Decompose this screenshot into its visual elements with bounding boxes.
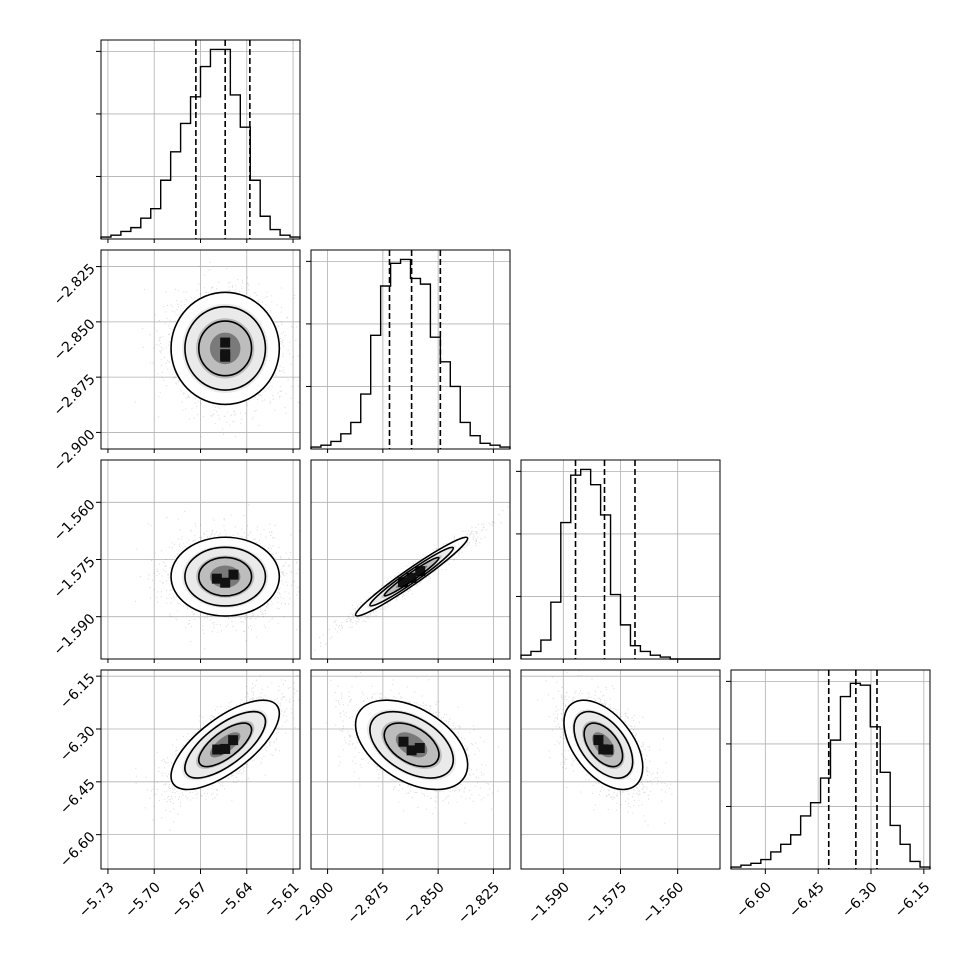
pair-panel-2-1 — [310, 459, 511, 660]
contour-line-1 — [184, 710, 267, 779]
contour-line-0 — [354, 536, 469, 617]
contour-line-0 — [354, 699, 469, 791]
histogram-2 — [520, 468, 720, 660]
pair-content — [134, 261, 300, 438]
histogram-0 — [100, 48, 301, 239]
density-core — [406, 745, 417, 756]
density-core — [414, 742, 425, 753]
contour-line-2 — [198, 556, 253, 597]
panel-frame — [730, 669, 931, 870]
density-core — [415, 566, 426, 577]
histogram-3 — [730, 682, 931, 869]
density-core — [212, 744, 223, 755]
density-core — [228, 735, 239, 746]
density-core — [211, 573, 222, 584]
x-tick-label: −2.850 — [400, 879, 448, 927]
pair-panel-3-1 — [310, 669, 511, 870]
contour-line-1 — [369, 546, 455, 607]
contour-line-2 — [383, 556, 440, 597]
contour-line-1 — [184, 305, 267, 391]
contour-line-0 — [170, 536, 281, 617]
y-tick-label: −6.15 — [57, 671, 99, 713]
panel-frame — [310, 669, 511, 870]
x-tick-label: −2.875 — [345, 879, 393, 927]
contour-line-0 — [170, 699, 281, 791]
y-tick-label: −2.825 — [51, 261, 99, 309]
hist-panel-3 — [726, 669, 931, 870]
density-core — [228, 569, 239, 580]
hist-panel-0 — [96, 39, 301, 240]
x-tick-label: −5.64 — [215, 879, 257, 921]
x-tick-label: −5.70 — [122, 879, 164, 921]
contour-line-2 — [198, 320, 253, 377]
x-tick-label: −6.60 — [733, 879, 775, 921]
y-tick-label: −2.875 — [51, 371, 99, 419]
contour-line-1 — [369, 710, 455, 779]
contour-line-2 — [198, 722, 253, 768]
pair-content — [135, 504, 300, 650]
pair-panel-3-2 — [520, 669, 721, 870]
pair-panel-1-0 — [100, 249, 301, 450]
contour-line-1 — [184, 546, 267, 607]
y-tick-label: −1.590 — [51, 611, 99, 659]
density-core — [220, 577, 231, 588]
x-tick-label: −6.30 — [839, 879, 881, 921]
x-tick-label: −1.590 — [525, 879, 573, 927]
y-tick-label: −6.60 — [57, 829, 99, 871]
x-tick-label: −2.825 — [455, 879, 503, 927]
y-tick-label: −6.45 — [57, 776, 99, 818]
x-tick-label: −5.67 — [168, 879, 210, 921]
histogram-1 — [310, 258, 511, 449]
contour-line-0 — [170, 291, 281, 406]
pair-content — [537, 670, 673, 826]
x-tick-label: −1.575 — [582, 879, 630, 927]
x-tick-label: −5.73 — [76, 879, 118, 921]
y-tick-label: −6.30 — [57, 723, 99, 765]
hist-panel-1 — [306, 249, 511, 450]
density-core — [406, 572, 417, 583]
contour-line-2 — [383, 722, 440, 768]
panel-frame — [310, 249, 511, 450]
density-core — [220, 743, 231, 754]
density-level-3 — [209, 332, 241, 365]
pair-panel-2-0 — [100, 459, 301, 660]
pair-content — [135, 675, 300, 831]
y-tick-label: −1.575 — [51, 554, 99, 602]
contour-line-2 — [583, 722, 624, 768]
density-core — [220, 337, 231, 348]
pair-content — [314, 506, 509, 651]
pair-panel-3-0 — [100, 669, 301, 870]
y-tick-label: −1.560 — [51, 497, 99, 545]
panel-frame — [310, 459, 511, 660]
y-tick-label: −2.850 — [51, 316, 99, 364]
contour-line-0 — [563, 699, 644, 791]
x-tick-label: −1.560 — [639, 879, 687, 927]
density-core — [598, 744, 609, 755]
density-core — [398, 577, 409, 588]
x-tick-label: −6.15 — [892, 879, 934, 921]
pair-content — [325, 671, 499, 824]
hist-panel-2 — [516, 459, 721, 660]
contour-line-1 — [573, 710, 634, 779]
density-core — [220, 351, 231, 362]
y-tick-label: −2.900 — [51, 427, 99, 475]
density-core — [593, 735, 604, 746]
density-core — [398, 736, 409, 747]
x-tick-label: −6.45 — [786, 879, 828, 921]
